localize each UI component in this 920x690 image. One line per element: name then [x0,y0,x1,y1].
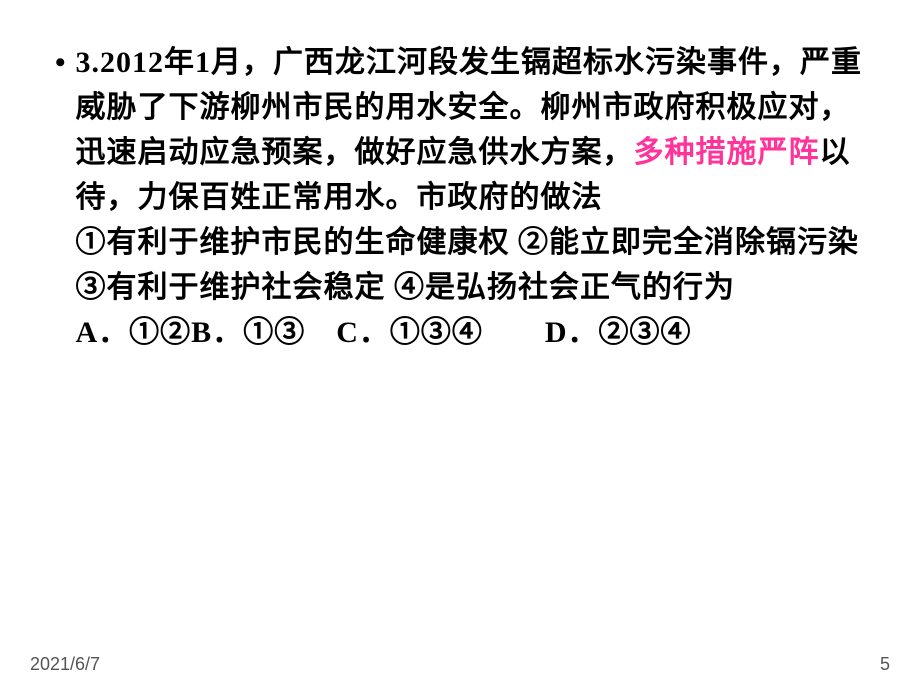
footer-date: 2021/6/7 [30,654,100,675]
slide-content: • 3.2012年1月，广西龙江河段发生镉超标水污染事件，严重威胁了下游柳州市民… [0,0,920,355]
question-text: 3.2012年1月，广西龙江河段发生镉超标水污染事件，严重威胁了下游柳州市民的用… [76,40,865,355]
bullet-marker: • [55,42,66,84]
slide-footer: 2021/6/7 5 [30,654,890,675]
question-highlight: 多种措施严阵 [634,136,820,169]
footer-page-number: 5 [880,654,890,675]
question-options: A．①②B．①③ C．①③④ D．②③④ [76,316,692,349]
question-statements: ①有利于维护市民的生命健康权 ②能立即完全消除镉污染③有利于维护社会稳定 ④是弘… [76,226,860,304]
question-block: • 3.2012年1月，广西龙江河段发生镉超标水污染事件，严重威胁了下游柳州市民… [55,40,865,355]
